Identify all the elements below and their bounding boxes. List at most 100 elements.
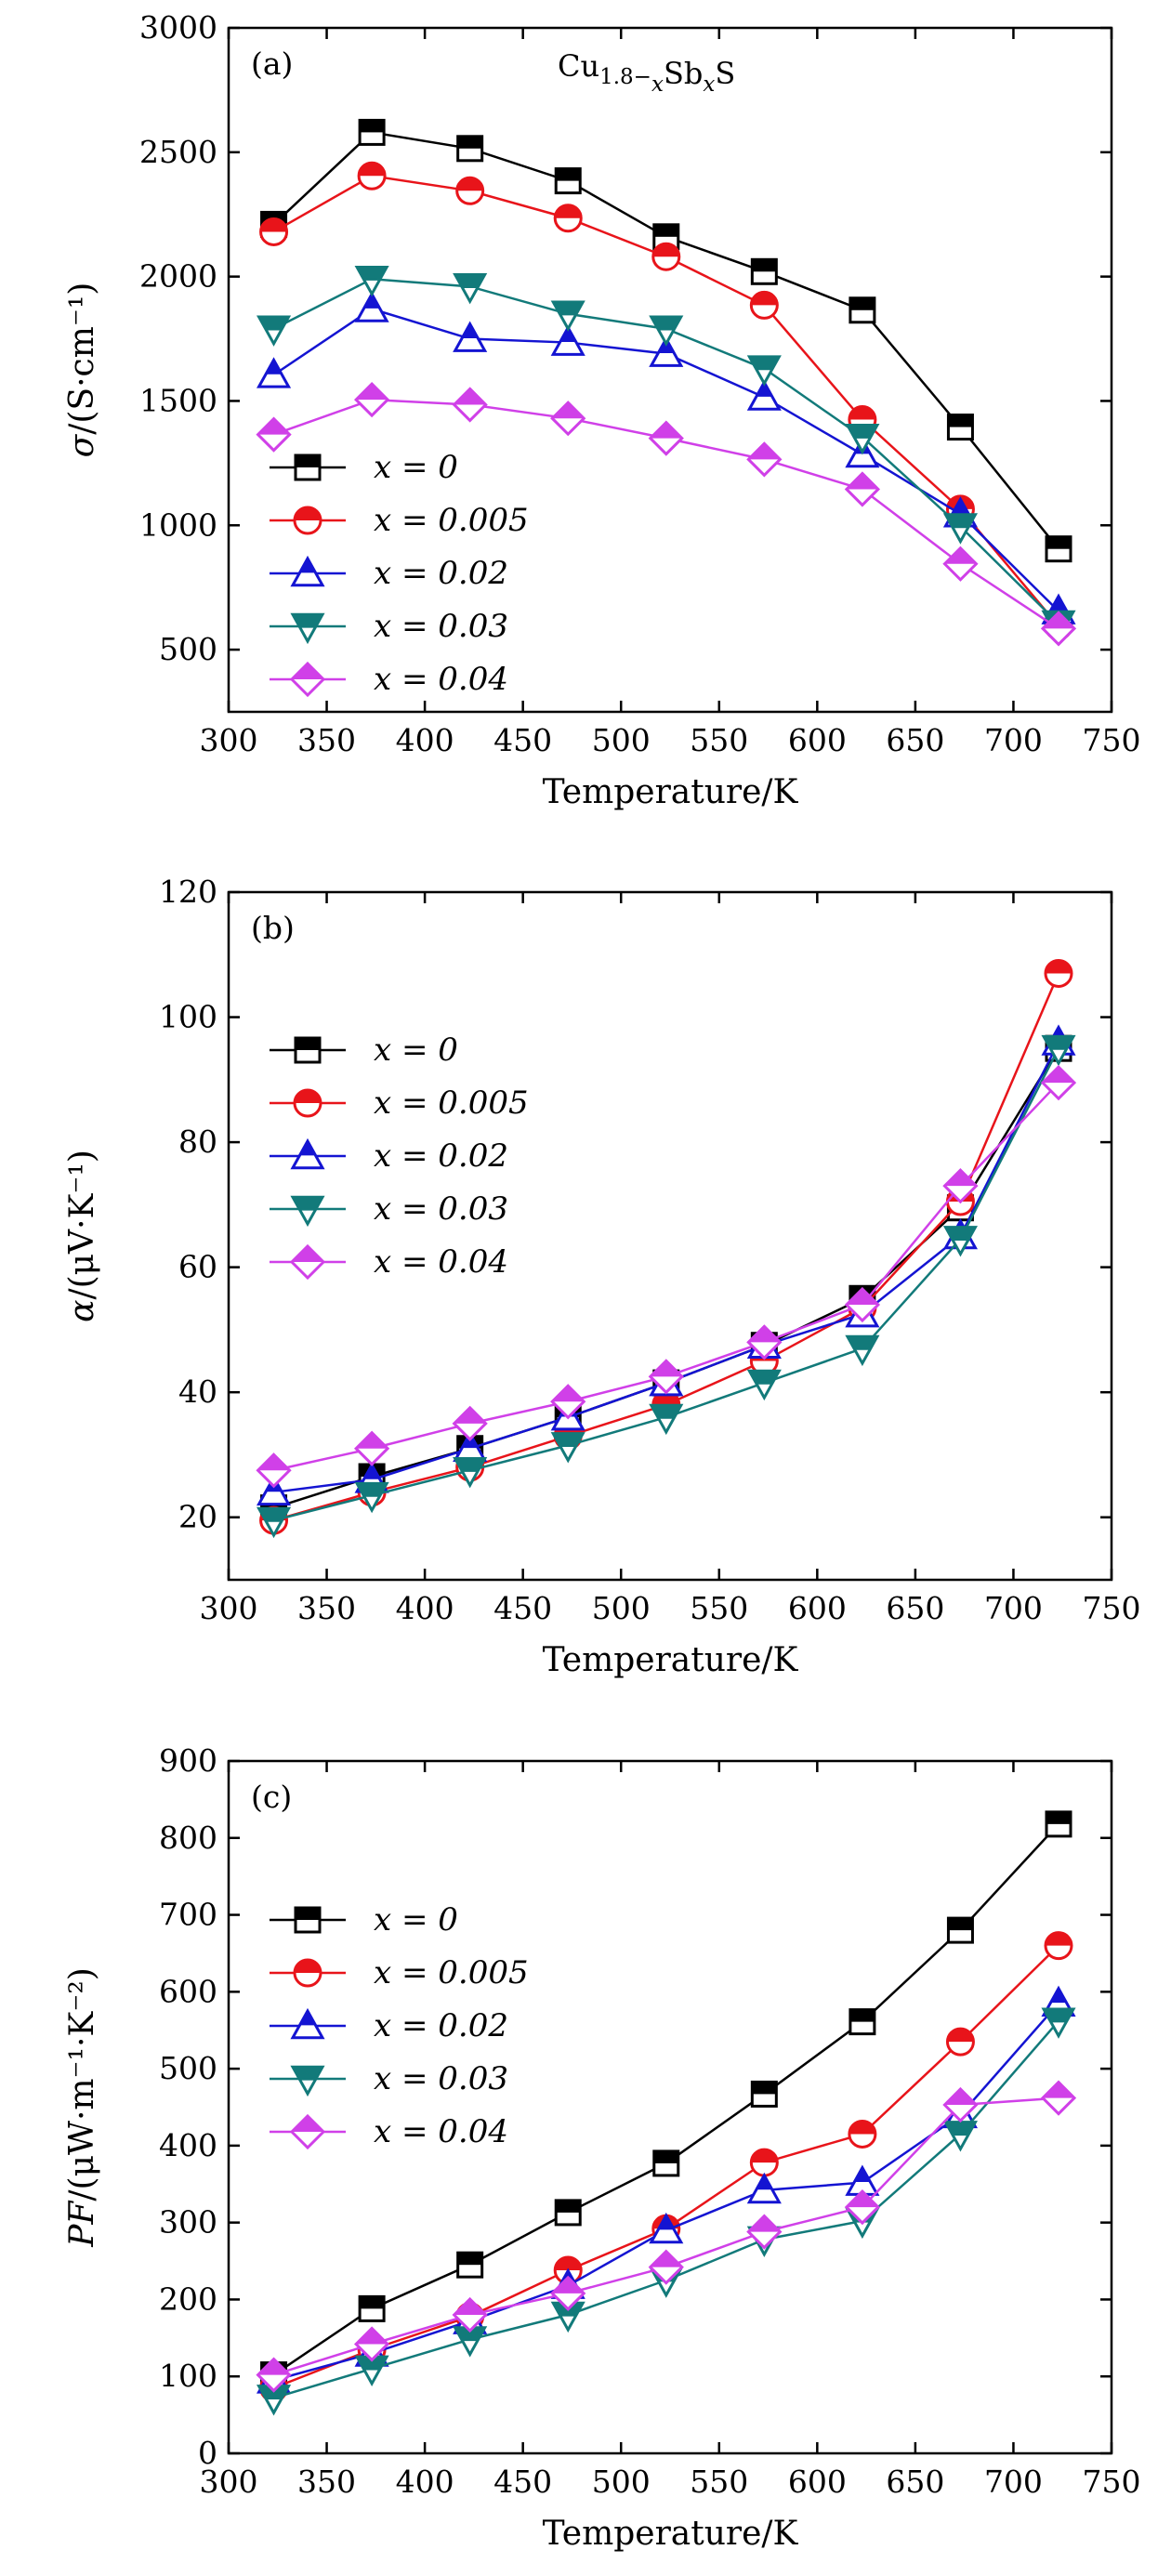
y-tick-label: 40 <box>178 1373 217 1410</box>
series-x0_02 <box>257 291 1076 624</box>
plot-frame <box>227 1759 1113 2455</box>
data-point <box>456 2251 484 2279</box>
y-tick-label: 0 <box>198 2435 217 2471</box>
x-tick-label: 350 <box>297 722 356 758</box>
y-tick-label: 100 <box>159 999 217 1035</box>
x-tick-label: 700 <box>984 2464 1043 2500</box>
legend-marker <box>289 1243 326 1281</box>
data-point <box>1040 2080 1077 2116</box>
legend-marker <box>290 1195 325 1228</box>
y-tick-label: 200 <box>159 2280 217 2317</box>
data-point <box>550 1384 586 1420</box>
x-tick-label: 600 <box>788 2464 847 2500</box>
legend-marker <box>289 661 326 698</box>
data-point <box>1044 958 1073 988</box>
x-tick-label: 300 <box>200 722 258 758</box>
y-tick-label: 2500 <box>139 134 217 170</box>
y-tick-label: 400 <box>159 2127 217 2163</box>
data-point <box>849 2008 876 2036</box>
data-point <box>942 2086 979 2123</box>
composition-annotation: Cu1.8−xSbxS <box>558 48 735 97</box>
data-point <box>1041 2007 1076 2039</box>
data-point <box>746 2172 782 2204</box>
legend-item: x = 0.005 <box>270 502 529 539</box>
legend-marker <box>290 555 325 587</box>
legend-label: x = 0.005 <box>374 502 529 539</box>
data-point <box>550 300 586 332</box>
data-point <box>746 379 782 411</box>
data-point <box>353 2326 390 2362</box>
panel-c: 300 350 400 450 500 550 600 650 700 750 0 100 200 300… <box>63 1742 1141 2553</box>
data-point <box>456 135 484 163</box>
data-point <box>942 1168 979 1204</box>
data-point <box>358 118 386 146</box>
legend-marker <box>290 2065 325 2097</box>
data-point <box>946 1916 974 1944</box>
data-point <box>946 414 974 441</box>
x-tick-label: 450 <box>493 722 552 758</box>
y-tick-label: 500 <box>159 631 217 667</box>
legend-item: x = 0.005 <box>270 1084 529 1122</box>
data-point <box>1041 1034 1076 1067</box>
panel-b: 300 350 400 450 500 550 600 650 700 750 20 40 60 80 10… <box>63 874 1141 1679</box>
x-tick-label: 300 <box>200 2464 258 2500</box>
data-point <box>942 545 979 582</box>
y-tick-label: 700 <box>159 1897 217 1933</box>
legend-marker <box>293 506 322 535</box>
legend-marker <box>293 1088 322 1118</box>
legend: x = 0 x = 0.005 x = 0.02 x = 0.03 x = 0.04 <box>270 1032 529 1281</box>
x-tick-label: 350 <box>297 2464 356 2500</box>
data-point <box>256 416 292 453</box>
x-tick-label: 750 <box>1083 1590 1141 1626</box>
data-point <box>453 2326 488 2358</box>
data-point <box>942 1226 978 1257</box>
plot-frame <box>227 26 1113 714</box>
data-point <box>1045 1810 1072 1838</box>
data-point <box>453 1456 488 1489</box>
data-point <box>746 355 782 387</box>
panel-label: (c) <box>251 1779 292 1815</box>
legend-item: x = 0.04 <box>270 661 508 698</box>
data-point <box>257 357 292 388</box>
data-point <box>1040 611 1077 647</box>
x-tick-label: 550 <box>690 722 748 758</box>
data-point <box>357 161 387 191</box>
legend-marker <box>290 1137 325 1170</box>
legend-label: x = 0.02 <box>374 1137 508 1175</box>
legend-item: x = 0.005 <box>270 1954 529 1991</box>
legend-item: x = 0.02 <box>270 2007 508 2044</box>
legend: x = 0 x = 0.005 x = 0.02 x = 0.03 x = 0.04 <box>270 1901 529 2150</box>
x-axis-title: Temperature/K <box>543 2515 799 2553</box>
data-point <box>942 513 978 545</box>
panel-label: (b) <box>251 910 295 946</box>
x-tick-label: 750 <box>1083 2464 1141 2500</box>
legend-label: x = 0 <box>374 1032 458 1069</box>
data-point <box>746 441 783 478</box>
x-tick-label: 550 <box>690 2464 748 2500</box>
legend-label: x = 0.04 <box>374 1243 508 1281</box>
x-tick-label: 500 <box>592 1590 651 1626</box>
data-point <box>550 401 586 437</box>
x-tick-label: 450 <box>493 2464 552 2500</box>
legend-marker <box>290 2007 325 2040</box>
series-x0_04 <box>256 2080 1077 2393</box>
legend-label: x = 0.04 <box>374 2113 508 2150</box>
data-point <box>354 1481 389 1514</box>
data-point <box>652 2149 680 2177</box>
data-point <box>353 1430 390 1466</box>
data-point <box>844 2188 881 2226</box>
x-tick-label: 300 <box>200 1590 258 1626</box>
data-point <box>1044 1931 1073 1961</box>
data-point <box>257 1506 292 1539</box>
x-tick-label: 600 <box>788 722 847 758</box>
legend-label: x = 0.03 <box>374 608 508 645</box>
data-point <box>550 2275 586 2311</box>
y-tick-label: 100 <box>159 2358 217 2394</box>
legend-marker <box>293 1958 322 1988</box>
data-point <box>848 2119 877 2149</box>
legend-item: x = 0.04 <box>270 1243 508 1281</box>
data-point <box>553 204 583 233</box>
data-point <box>354 266 389 297</box>
legend-label: x = 0.02 <box>374 2007 508 2044</box>
